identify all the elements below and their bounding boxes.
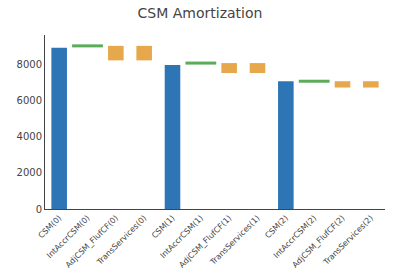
svg-text:AdjCSM_FlufCF(0): AdjCSM_FlufCF(0): [64, 213, 120, 269]
svg-text:6000: 6000: [17, 95, 42, 106]
svg-text:2000: 2000: [17, 167, 42, 178]
svg-text:0: 0: [36, 204, 42, 215]
svg-text:4000: 4000: [17, 131, 42, 142]
svg-text:TransServices(0): TransServices(0): [95, 213, 149, 267]
svg-text:AdjCSM_FlufCF(1): AdjCSM_FlufCF(1): [177, 213, 233, 269]
svg-text:8000: 8000: [17, 59, 42, 70]
svg-text:IntAccrCSM(1): IntAccrCSM(1): [158, 213, 205, 260]
svg-text:TransServices(1): TransServices(1): [208, 213, 262, 267]
svg-text:CSM Amortization: CSM Amortization: [138, 5, 263, 21]
svg-text:CSM(0): CSM(0): [37, 213, 64, 240]
svg-text:IntAccrCSM(0): IntAccrCSM(0): [45, 213, 92, 260]
svg-text:AdjCSM_FlufCF(2): AdjCSM_FlufCF(2): [291, 213, 347, 269]
svg-text:CSM(1): CSM(1): [150, 213, 177, 240]
svg-text:IntAccrCSM(2): IntAccrCSM(2): [272, 213, 319, 260]
svg-text:TransServices(2): TransServices(2): [321, 213, 375, 267]
svg-text:CSM(2): CSM(2): [263, 213, 290, 240]
